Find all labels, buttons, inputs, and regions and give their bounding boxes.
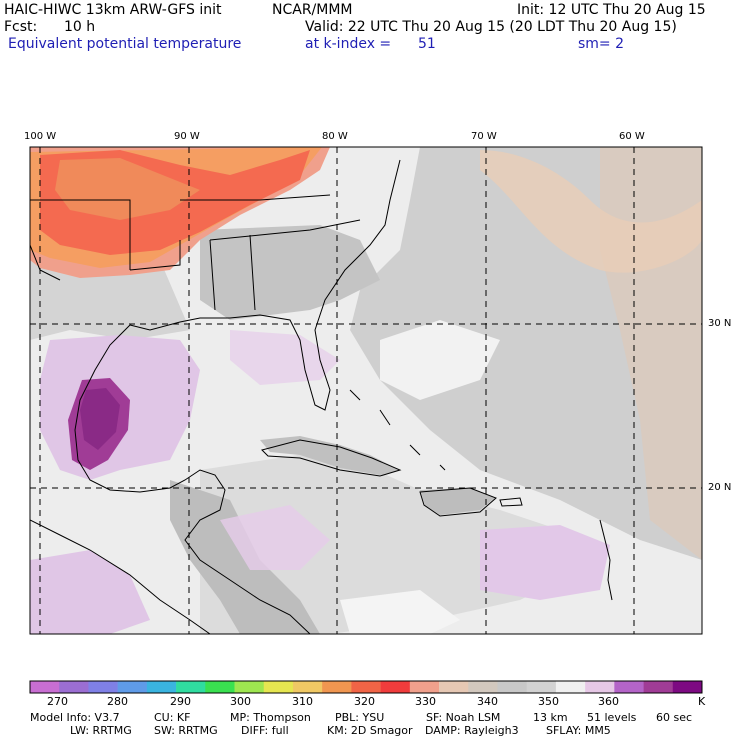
field-name: Equivalent potential temperature xyxy=(8,36,242,52)
gray-land-hispaniola xyxy=(420,488,495,515)
colorbar-swatch xyxy=(380,681,411,693)
gray-land-cuba xyxy=(260,436,400,475)
colorbar-swatch xyxy=(30,681,60,693)
colorbar-label-360: 360 xyxy=(598,695,619,708)
tan-band-north xyxy=(480,150,702,273)
colorbar-swatch xyxy=(234,681,265,693)
colorbar-swatch xyxy=(88,681,118,693)
colorbar-swatch xyxy=(292,681,323,693)
map-frame xyxy=(29,146,703,635)
forecast-label: Fcst: xyxy=(4,19,38,35)
colorbar-swatch xyxy=(643,681,674,693)
footer-model-info: Model Info: V3.7 xyxy=(30,711,120,724)
lat-label-20n: 20 N xyxy=(708,482,732,493)
lat-label-30n: 30 N xyxy=(708,318,732,329)
colorbar-label-350: 350 xyxy=(538,695,559,708)
smoothing-label: sm= 2 xyxy=(578,36,625,52)
purple-core-inner xyxy=(80,388,120,450)
model-title: HAIC-HIWC 13km ARW-GFS init xyxy=(4,2,222,18)
colorbar-swatch xyxy=(497,681,527,693)
lon-label-70w: 70 W xyxy=(471,131,497,142)
colorbar-swatch xyxy=(585,681,615,693)
footer-km: KM: 2D Smagor xyxy=(327,724,413,737)
colorbar-swatch xyxy=(351,681,381,693)
colorbar-swatch xyxy=(672,681,703,693)
colorbar-label-320: 320 xyxy=(354,695,375,708)
level-label: at k-index = xyxy=(305,36,392,52)
colorbar-swatch xyxy=(439,681,469,693)
purple-region-mid-caribbean xyxy=(220,505,330,570)
footer-mp: MP: Thompson xyxy=(230,711,311,724)
footer-sw: SW: RRTMG xyxy=(154,724,218,737)
lon-label-100w: 100 W xyxy=(24,131,57,142)
org-label: NCAR/MMM xyxy=(272,2,353,18)
lon-label-80w: 80 W xyxy=(322,131,348,142)
colorbar-label-290: 290 xyxy=(170,695,191,708)
footer-resolution: 13 km xyxy=(533,711,568,724)
graticule xyxy=(30,147,702,634)
init-time: Init: 12 UTC Thu 20 Aug 15 xyxy=(517,2,706,18)
lon-label-90w: 90 W xyxy=(174,131,200,142)
colorbar-label-270: 270 xyxy=(47,695,68,708)
purple-region-pacific-sw xyxy=(30,550,150,634)
footer-cu: CU: KF xyxy=(154,711,191,724)
lon-label-60w: 60 W xyxy=(619,131,645,142)
colorbar-swatch xyxy=(409,681,440,693)
colorbar-label-310: 310 xyxy=(292,695,313,708)
footer-diff: DIFF: full xyxy=(241,724,289,737)
footer-sf: SF: Noah LSM xyxy=(426,711,501,724)
colorbar xyxy=(29,680,703,694)
map-field xyxy=(30,147,702,634)
colorbar-unit: K xyxy=(698,695,706,708)
white-patch-atlantic xyxy=(380,320,500,400)
footer-lw: LW: RRTMG xyxy=(70,724,132,737)
colorbar-frame xyxy=(29,680,703,694)
colorbar-label-330: 330 xyxy=(415,695,436,708)
warm-region-core xyxy=(55,158,200,220)
footer-damp: DAMP: Rayleigh3 xyxy=(425,724,519,737)
valid-time: Valid: 22 UTC Thu 20 Aug 15 (20 LDT Thu … xyxy=(305,19,677,35)
colorbar-swatch xyxy=(555,681,586,693)
colorbar-swatch xyxy=(322,681,352,693)
purple-region-bahamas xyxy=(230,330,340,385)
coastlines xyxy=(30,159,613,634)
colorbar-swatch xyxy=(117,681,148,693)
forecast-hour: 10 h xyxy=(64,19,96,35)
footer-timestep: 60 sec xyxy=(656,711,693,724)
footer-levels: 51 levels xyxy=(587,711,637,724)
colorbar-label-340: 340 xyxy=(477,695,498,708)
purple-region-caribbean xyxy=(480,525,610,600)
footer-pbl: PBL: YSU xyxy=(335,711,385,724)
white-patch-south xyxy=(340,590,460,634)
colorbar-swatch xyxy=(205,681,235,693)
colorbar-swatch xyxy=(468,681,498,693)
colorbar-swatch xyxy=(526,681,557,693)
footer-sflay: SFLAY: MM5 xyxy=(546,724,611,737)
colorbar-swatch xyxy=(263,681,294,693)
colorbar-swatch xyxy=(59,681,89,693)
colorbar-swatch xyxy=(146,681,177,693)
colorbar-label-300: 300 xyxy=(230,695,251,708)
level-value: 51 xyxy=(418,36,436,52)
colorbar-swatch xyxy=(614,681,644,693)
gray-land-southeast xyxy=(200,225,380,320)
colorbar-label-280: 280 xyxy=(107,695,128,708)
colorbar-swatch xyxy=(176,681,206,693)
